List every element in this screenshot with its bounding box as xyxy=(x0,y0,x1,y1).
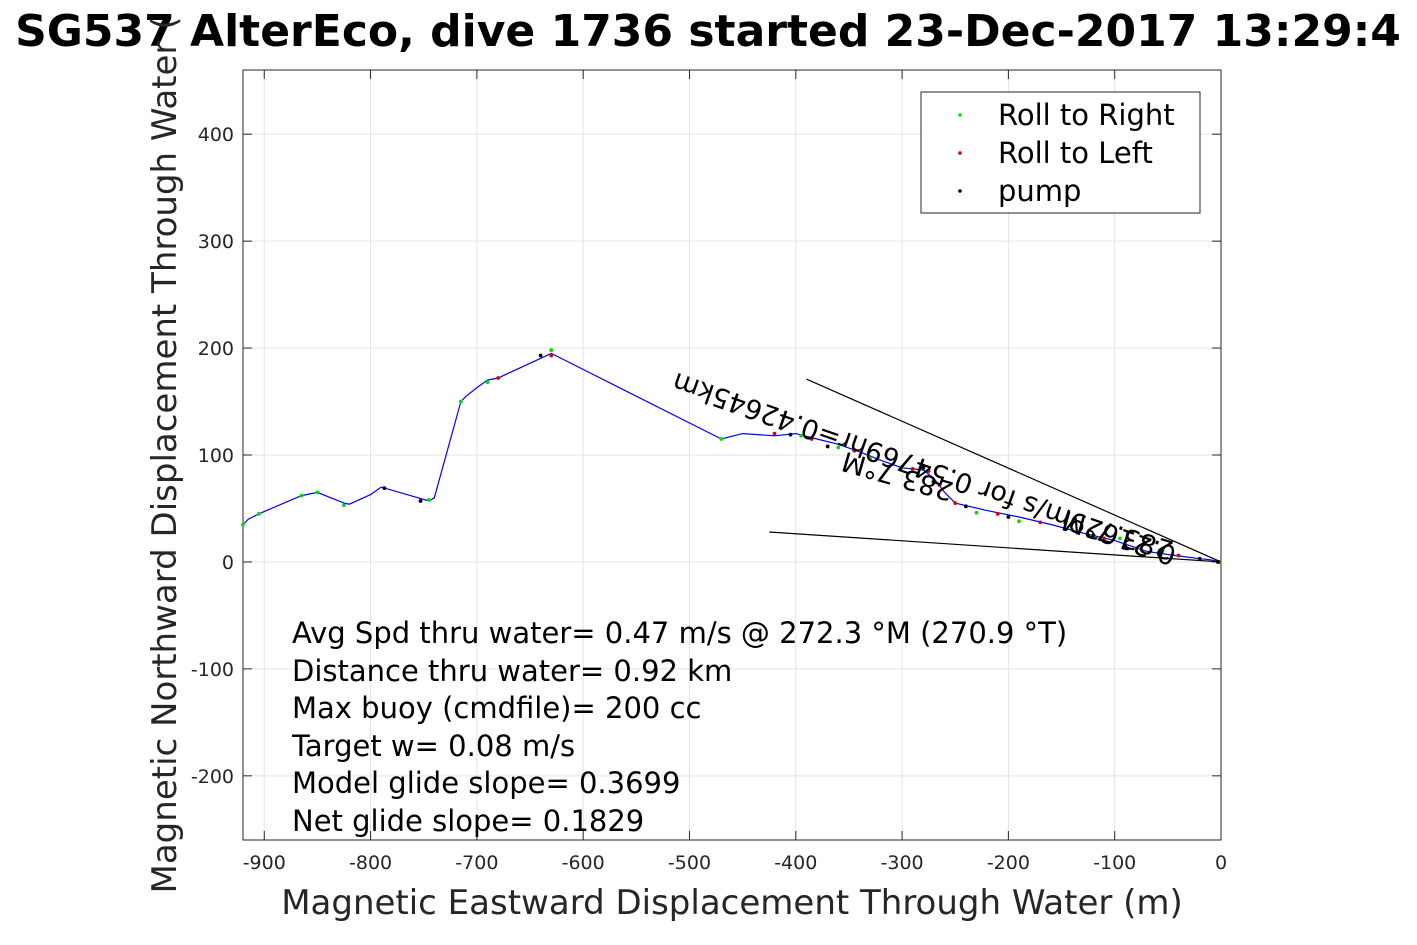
note-model-glide: Model glide slope= 0.3699 xyxy=(292,766,680,800)
roll-left-point xyxy=(1102,536,1106,541)
x-tick-label: -900 xyxy=(243,852,286,874)
legend-label-roll-left: Roll to Left xyxy=(998,136,1153,170)
heading-lines xyxy=(769,378,1222,563)
x-tick-label: -600 xyxy=(562,852,605,874)
y-tick-label: -200 xyxy=(191,766,234,788)
roll-left-point xyxy=(937,483,942,487)
roll-left-point xyxy=(953,501,958,506)
y-tick-label: 300 xyxy=(198,231,234,253)
note-target-w: Target w= 0.08 m/s xyxy=(291,729,575,763)
legend: Roll to Right Roll to Left pump xyxy=(920,91,1201,214)
roll-left-point xyxy=(1038,520,1043,525)
legend-label-pump: pump xyxy=(998,174,1081,208)
dive-summary: Avg Spd thru water= 0.47 m/s @ 272.3 °M … xyxy=(291,616,1067,838)
legend-box xyxy=(920,91,1201,214)
roll-left-point xyxy=(772,431,777,436)
y-tick-label: -100 xyxy=(191,659,234,681)
x-axis-label: Magnetic Eastward Displacement Through W… xyxy=(281,883,1183,923)
roll-right-point xyxy=(1160,549,1165,554)
pump-point xyxy=(963,504,968,509)
grid xyxy=(243,70,1222,840)
x-tick-label: -100 xyxy=(1093,852,1136,874)
legend-label-roll-right: Roll to Right xyxy=(998,98,1175,132)
legend-marker-roll-right xyxy=(958,113,962,117)
roll-right-point xyxy=(974,510,979,515)
y-tick-label: 0 xyxy=(222,552,234,574)
roll-right-point xyxy=(427,498,431,502)
roll-left-point xyxy=(1176,553,1181,558)
pump-point xyxy=(921,465,926,470)
roll-right-point xyxy=(868,456,873,461)
roll-right-point xyxy=(836,445,841,450)
roll-left-point xyxy=(926,469,931,473)
x-tick-label: -300 xyxy=(881,852,924,874)
x-tick-label: -500 xyxy=(668,852,711,874)
roll-left-point xyxy=(995,511,1000,516)
y-tick-label: 100 xyxy=(198,445,234,467)
legend-marker-pump xyxy=(958,189,962,193)
heading-line xyxy=(806,378,1222,563)
note-max-buoy: Max buoy (cmdfile)= 200 cc xyxy=(292,691,701,725)
roll-right-point xyxy=(241,522,245,527)
roll-right-point xyxy=(1017,519,1021,524)
roll-left-point xyxy=(809,437,814,441)
y-axis: -200 -100 0 100 200 300 400 xyxy=(191,124,1221,788)
note-net-glide: Net glide slope= 0.1829 xyxy=(292,804,644,838)
roll-right-point xyxy=(459,399,463,404)
roll-markers xyxy=(241,348,1222,564)
y-axis-label: Magnetic Northward Displacement Through … xyxy=(145,17,185,894)
x-tick-label: -700 xyxy=(455,852,498,874)
roll-left-point xyxy=(852,448,857,453)
pump-point xyxy=(825,444,830,449)
pump-point xyxy=(418,499,423,503)
pump-point xyxy=(788,432,793,437)
pump-point xyxy=(1091,533,1096,538)
pump-point xyxy=(1006,515,1011,519)
x-tick-label: 0 xyxy=(1215,852,1227,874)
roll-right-point xyxy=(549,348,554,353)
note-distance: Distance thru water= 0.92 km xyxy=(292,654,732,688)
roll-right-point xyxy=(1070,527,1075,532)
roll-right-point xyxy=(1118,536,1122,541)
legend-marker-roll-left xyxy=(958,151,962,155)
roll-right-point xyxy=(799,433,803,438)
heading-line xyxy=(769,531,1222,563)
roll-right-point xyxy=(299,493,304,498)
x-tick-label: -200 xyxy=(987,852,1030,874)
roll-left-point xyxy=(549,353,554,358)
note-avg-speed: Avg Spd thru water= 0.47 m/s @ 272.3 °M … xyxy=(292,616,1067,650)
pump-point xyxy=(382,486,387,491)
roll-right-point xyxy=(342,503,346,508)
roll-left-point xyxy=(910,467,915,471)
pump-point xyxy=(1197,556,1202,561)
roll-right-point xyxy=(315,490,320,495)
x-tick-label: -800 xyxy=(349,852,392,874)
roll-right-point xyxy=(257,511,261,516)
y-tick-label: 200 xyxy=(198,338,234,360)
roll-right-point xyxy=(900,464,904,469)
pump-point xyxy=(538,353,543,358)
roll-right-point xyxy=(719,437,724,441)
pump-point xyxy=(1215,560,1220,564)
roll-left-point xyxy=(496,376,501,380)
y-tick-label: 400 xyxy=(198,124,234,146)
roll-right-point xyxy=(485,380,490,385)
x-tick-label: -400 xyxy=(774,852,817,874)
chart-title: SG537 AlterEco, dive 1736 started 23-Dec… xyxy=(15,6,1401,57)
x-axis: -900 -800 -700 -600 -500 -400 -300 -200 -100 0 xyxy=(243,70,1227,874)
heading-annotation-1: 283.7°M xyxy=(1059,504,1177,565)
